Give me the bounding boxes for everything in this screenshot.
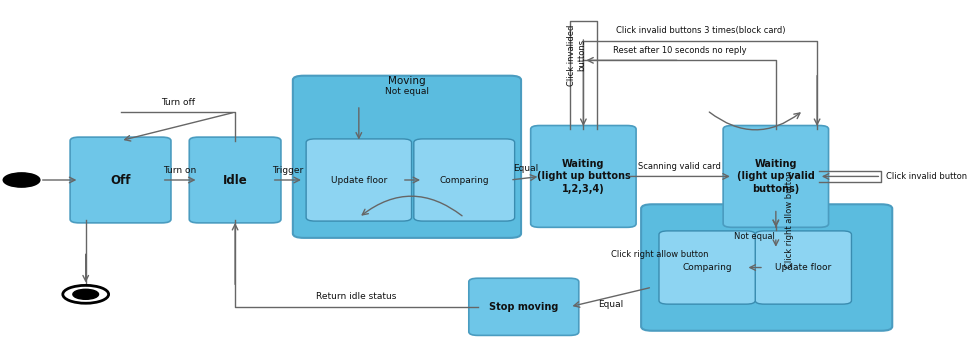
FancyBboxPatch shape	[755, 231, 851, 304]
Text: Click invalided
buttons: Click invalided buttons	[567, 24, 586, 86]
Text: Comparing: Comparing	[439, 176, 489, 185]
Text: Not equal: Not equal	[385, 87, 429, 96]
Text: Update floor: Update floor	[775, 263, 832, 272]
FancyBboxPatch shape	[306, 139, 412, 221]
Text: Click right allow button: Click right allow button	[785, 171, 794, 268]
Text: Scanning valid card: Scanning valid card	[638, 162, 721, 171]
FancyBboxPatch shape	[531, 126, 636, 227]
Text: Not equal: Not equal	[745, 216, 789, 225]
Text: Update floor: Update floor	[331, 176, 387, 185]
Text: Turn on: Turn on	[164, 166, 197, 175]
Text: Off: Off	[110, 174, 131, 186]
Circle shape	[3, 173, 40, 187]
Text: Equal: Equal	[598, 300, 623, 309]
Text: Waiting
(light up buttons
1,2,3,4): Waiting (light up buttons 1,2,3,4)	[537, 159, 630, 194]
Text: Idle: Idle	[223, 174, 247, 186]
Text: Stop moving: Stop moving	[489, 302, 558, 312]
FancyBboxPatch shape	[468, 278, 579, 336]
FancyBboxPatch shape	[659, 231, 755, 304]
Circle shape	[73, 289, 98, 299]
FancyBboxPatch shape	[641, 204, 892, 331]
Text: Trigger: Trigger	[272, 166, 303, 175]
Text: Return idle status: Return idle status	[316, 292, 396, 301]
Text: Click right allow button: Click right allow button	[611, 249, 708, 258]
FancyBboxPatch shape	[70, 137, 171, 223]
FancyBboxPatch shape	[723, 126, 829, 227]
Text: Click invalid buttons 3 times(block card): Click invalid buttons 3 times(block card…	[616, 26, 785, 35]
FancyBboxPatch shape	[293, 76, 521, 238]
Text: Not equal: Not equal	[734, 233, 775, 242]
Text: Moving: Moving	[388, 76, 426, 86]
Text: Waiting
(light up valid
buttons): Waiting (light up valid buttons)	[737, 159, 815, 194]
Text: Equal: Equal	[513, 164, 539, 173]
Text: Turn off: Turn off	[162, 98, 195, 107]
Text: Click invalid button: Click invalid button	[885, 172, 967, 181]
Text: Comparing: Comparing	[683, 263, 731, 272]
Text: Moving: Moving	[748, 204, 785, 214]
Text: Reset after 10 seconds no reply: Reset after 10 seconds no reply	[613, 46, 746, 55]
FancyBboxPatch shape	[189, 137, 281, 223]
FancyBboxPatch shape	[414, 139, 514, 221]
